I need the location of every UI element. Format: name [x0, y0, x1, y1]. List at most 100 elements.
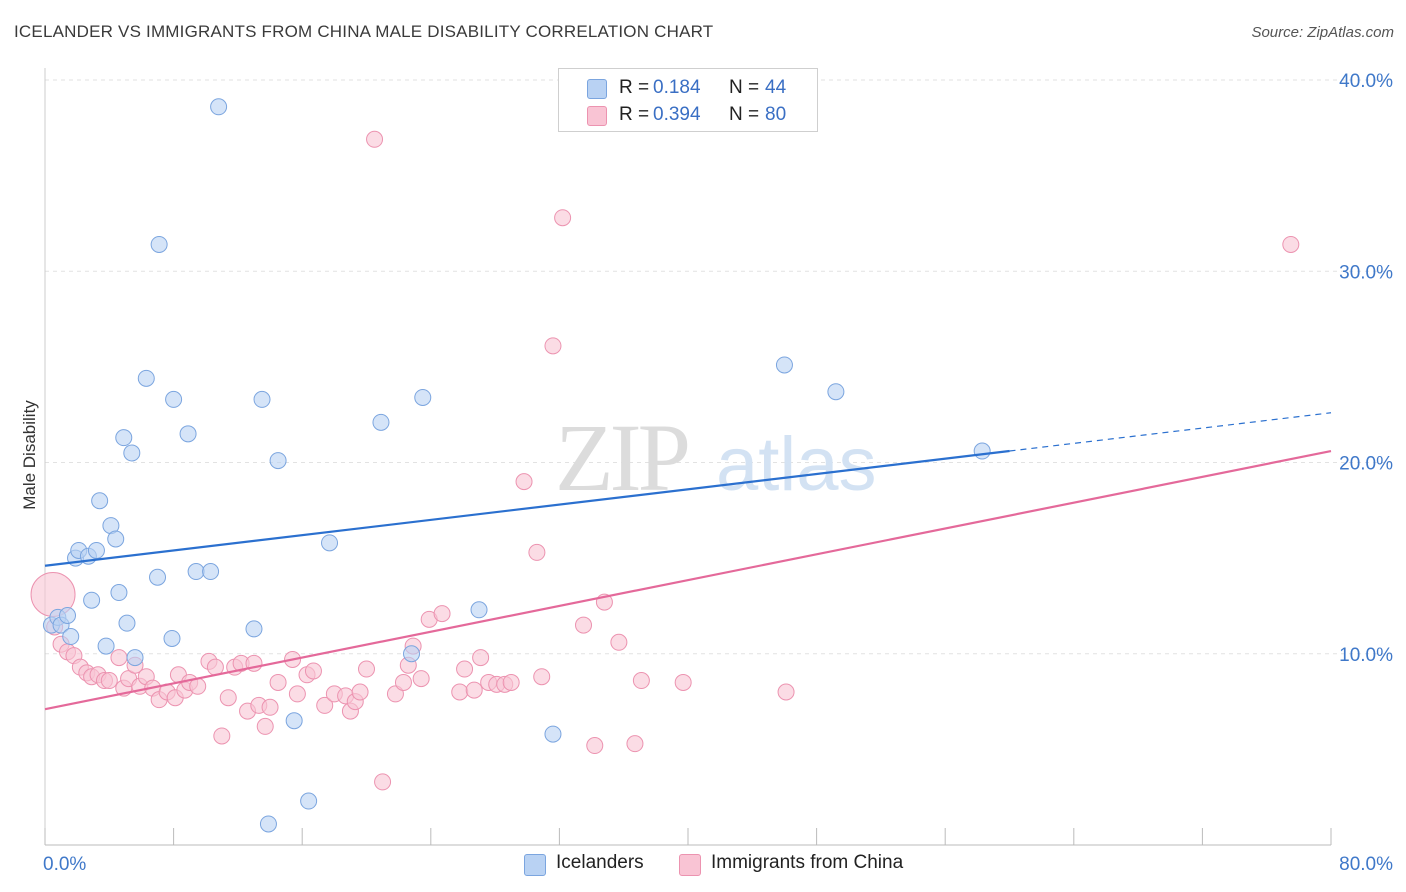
legend-r-value: 0.394	[653, 104, 701, 125]
data-point-china	[366, 130, 384, 148]
data-point-china	[777, 683, 795, 701]
data-point-icelanders	[300, 792, 318, 810]
y-tick-label: 20.0%	[1339, 454, 1393, 475]
x-tick-label-max: 80.0%	[1339, 854, 1393, 875]
trend-lines	[44, 412, 1332, 711]
data-point-icelanders	[187, 563, 205, 581]
legend-n-label: N =	[729, 77, 760, 98]
data-point-icelanders	[544, 725, 562, 743]
data-point-icelanders	[118, 614, 136, 632]
data-point-icelanders	[245, 620, 263, 638]
data-point-china	[610, 633, 628, 651]
data-point-icelanders	[150, 235, 168, 253]
data-point-china	[674, 673, 692, 691]
x-tick-labels: 0.0% 80.0%	[43, 854, 1393, 875]
data-point-icelanders	[372, 413, 390, 431]
data-point-icelanders	[163, 629, 181, 647]
data-point-china	[465, 681, 483, 699]
legend-n-value: 44	[765, 77, 787, 98]
x-tick-label-min: 0.0%	[43, 854, 86, 875]
data-point-china	[1282, 235, 1300, 253]
legend-n-value: 80	[765, 104, 787, 125]
data-point-china	[456, 660, 474, 678]
data-point-china	[219, 689, 237, 707]
trendline-china	[44, 449, 1332, 711]
legend-r-label: R =	[619, 104, 650, 125]
data-point-china	[515, 473, 533, 491]
data-point-icelanders	[97, 637, 115, 655]
data-point-icelanders	[87, 541, 105, 559]
data-point-icelanders	[62, 628, 80, 646]
series-immigrants-from-china	[30, 130, 1300, 791]
legend-swatch-china	[587, 106, 607, 126]
data-point-china	[261, 698, 279, 716]
data-point-china	[528, 543, 546, 561]
bottom-legend-label: Icelanders	[556, 852, 644, 873]
data-point-icelanders	[83, 591, 101, 609]
watermark-zip: ZIP	[555, 404, 688, 511]
data-point-china	[288, 685, 306, 703]
data-point-icelanders	[126, 649, 144, 667]
watermark-atlas: atlas	[716, 422, 877, 507]
data-point-icelanders	[165, 390, 183, 408]
legend-r-value: 0.184	[653, 77, 701, 98]
data-point-china	[358, 660, 375, 678]
y-axis-label: Male Disability	[20, 400, 39, 510]
grid-lines	[45, 79, 1392, 655]
data-point-china	[575, 616, 593, 634]
axes	[44, 68, 1332, 846]
data-point-china	[256, 717, 274, 735]
data-point-icelanders	[137, 369, 155, 387]
data-point-icelanders	[107, 530, 125, 548]
data-point-china	[213, 727, 231, 745]
data-point-china	[544, 337, 562, 355]
bottom-legend-label: Immigrants from China	[711, 852, 904, 873]
data-point-icelanders	[470, 601, 488, 619]
data-point-china	[374, 773, 392, 791]
data-point-icelanders	[115, 429, 133, 447]
legend-n-label: N =	[729, 104, 760, 125]
data-point-icelanders	[110, 584, 128, 602]
data-point-icelanders	[149, 568, 167, 586]
data-point-icelanders	[210, 98, 228, 116]
y-tick-labels: 10.0% 20.0% 30.0% 40.0%	[1339, 71, 1393, 666]
data-point-icelanders	[403, 645, 421, 663]
trendline-icelanders	[44, 449, 1010, 567]
data-point-china	[110, 649, 128, 667]
data-point-icelanders	[321, 534, 339, 552]
data-point-icelanders	[269, 452, 287, 470]
data-point-china	[554, 209, 572, 227]
trendline-icelanders-extension	[1009, 412, 1332, 452]
data-point-china	[394, 673, 412, 691]
data-point-icelanders	[285, 712, 303, 730]
data-point-china	[533, 668, 551, 686]
data-point-china	[626, 735, 644, 753]
data-point-icelanders	[973, 442, 991, 460]
data-point-china	[206, 658, 224, 676]
chart-source: Source: ZipAtlas.com	[1251, 24, 1394, 41]
data-point-icelanders	[827, 383, 845, 401]
data-point-china	[586, 737, 604, 755]
bottom-legend-swatch-china	[679, 854, 701, 876]
data-point-icelanders	[59, 607, 77, 624]
chart-title: ICELANDER VS IMMIGRANTS FROM CHINA MALE …	[14, 22, 714, 41]
data-point-china	[502, 673, 520, 691]
data-point-china	[100, 672, 118, 690]
data-point-icelanders	[123, 444, 141, 462]
data-point-icelanders	[179, 425, 197, 443]
data-point-icelanders	[414, 388, 432, 406]
legend-r-label: R =	[619, 77, 650, 98]
data-point-icelanders	[775, 356, 793, 374]
data-point-china	[433, 605, 451, 623]
data-point-icelanders	[202, 563, 220, 581]
data-point-icelanders	[253, 390, 271, 408]
data-point-china	[412, 670, 430, 688]
data-point-icelanders	[91, 492, 109, 510]
data-point-china	[316, 696, 334, 714]
bottom-legend-swatch-icelanders	[524, 854, 546, 876]
legend-swatch-icelanders	[587, 79, 607, 99]
data-point-china	[351, 683, 369, 701]
data-point-icelanders	[259, 815, 277, 833]
y-tick-label: 10.0%	[1339, 645, 1393, 666]
